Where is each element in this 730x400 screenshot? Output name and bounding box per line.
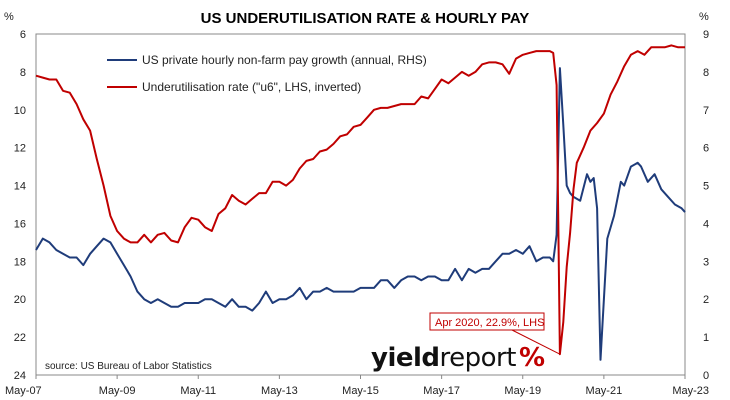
x-tick-label: May-17 (423, 385, 460, 397)
left-axis: 6 8 10 12 14 16 18 20 22 24 (14, 29, 26, 382)
left-tick-label: 18 (14, 256, 26, 268)
legend: US private hourly non-farm pay growth (a… (107, 53, 427, 94)
right-tick-label: 3 (703, 256, 709, 268)
x-axis: May-07 May-09 May-11 May-13 May-15 May-17 May-… (5, 375, 709, 397)
right-axis-unit: % (699, 11, 709, 23)
source-note: source: US Bureau of Labor Statistics (45, 361, 212, 372)
right-axis: 0 1 2 3 4 5 6 7 8 9 (703, 29, 709, 382)
x-tick-label: May-23 (672, 385, 709, 397)
annotation-box (429, 312, 545, 331)
annotation: Apr 2020, 22.9%, LHS (429, 312, 561, 355)
x-tick-label: May-11 (180, 385, 216, 397)
right-tick-label: 9 (703, 29, 709, 41)
left-tick-label: 14 (14, 181, 26, 193)
series-line-pay-growth (35, 67, 686, 361)
right-tick-label: 2 (703, 294, 709, 306)
legend-label-u6: Underutilisation rate ("u6", LHS, invert… (142, 80, 361, 94)
x-tick-label: May-09 (99, 385, 136, 397)
left-axis-unit: % (4, 11, 14, 23)
chart-title: US UNDERUTILISATION RATE & HOURLY PAY (201, 10, 530, 27)
left-tick-label: 24 (14, 370, 26, 382)
left-tick-label: 20 (14, 294, 26, 306)
logo-text: yieldreport% (371, 343, 545, 373)
right-tick-label: 4 (703, 218, 709, 230)
left-tick-label: 6 (20, 29, 26, 41)
x-tick-label: May-13 (261, 385, 298, 397)
x-tick-label: May-15 (342, 385, 379, 397)
series-layer (35, 44, 686, 361)
right-tick-label: 1 (703, 332, 709, 344)
yieldreport-logo: yieldreport% (371, 343, 545, 373)
right-tick-label: 0 (703, 370, 709, 382)
x-tick-label: May-19 (504, 385, 541, 397)
right-tick-label: 7 (703, 105, 709, 117)
left-tick-label: 22 (14, 332, 26, 344)
left-tick-label: 10 (14, 105, 26, 117)
left-tick-label: 12 (14, 143, 26, 155)
right-tick-label: 8 (703, 67, 709, 79)
series-line-u6 (35, 44, 685, 356)
x-tick-label: May-21 (586, 385, 623, 397)
right-tick-label: 6 (703, 143, 709, 155)
annotation-leader (511, 329, 561, 355)
x-tick-label: May-07 (5, 385, 42, 397)
right-tick-label: 5 (703, 181, 709, 193)
left-tick-label: 16 (14, 218, 26, 230)
legend-label-pay: US private hourly non-farm pay growth (a… (142, 53, 427, 67)
left-tick-label: 8 (20, 67, 26, 79)
annotation-text: Apr 2020, 22.9%, LHS (435, 317, 544, 329)
